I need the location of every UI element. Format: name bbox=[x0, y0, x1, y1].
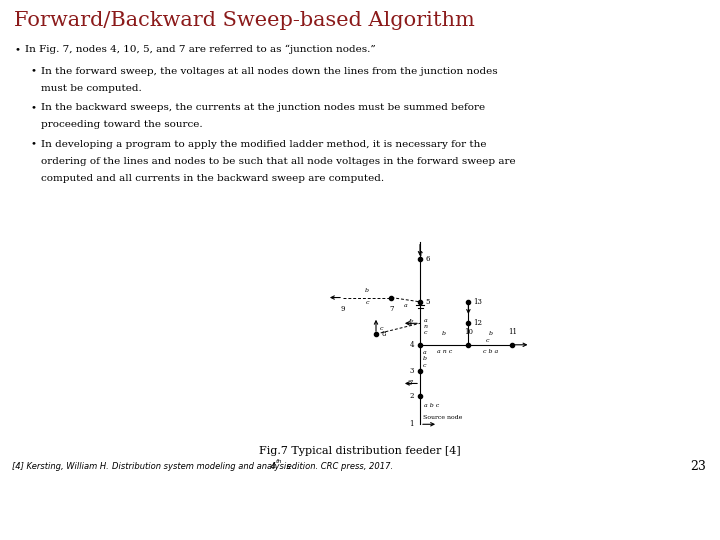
Text: c: c bbox=[423, 363, 426, 368]
Text: edition. CRC press, 2017.: edition. CRC press, 2017. bbox=[284, 462, 393, 471]
Text: v: v bbox=[418, 250, 422, 258]
Text: 7: 7 bbox=[389, 305, 394, 313]
Text: Fig.7 Typical distribution feeder [4]: Fig.7 Typical distribution feeder [4] bbox=[259, 446, 461, 456]
Text: 6: 6 bbox=[425, 255, 430, 263]
Text: •: • bbox=[30, 103, 36, 112]
Text: 3’: 3’ bbox=[408, 380, 414, 388]
Text: 4’: 4’ bbox=[408, 319, 414, 327]
Text: 10: 10 bbox=[464, 328, 473, 336]
Text: a n c: a n c bbox=[436, 349, 452, 354]
Text: 13: 13 bbox=[474, 298, 482, 306]
Text: 1: 1 bbox=[410, 420, 414, 428]
Text: th: th bbox=[276, 458, 282, 464]
Text: b: b bbox=[442, 331, 446, 336]
Text: c: c bbox=[486, 338, 489, 343]
Text: 4: 4 bbox=[410, 341, 414, 349]
Text: ordering of the lines and nodes to be such that all node voltages in the forward: ordering of the lines and nodes to be su… bbox=[41, 157, 516, 166]
Text: In developing a program to apply the modified ladder method, it is necessary for: In developing a program to apply the mod… bbox=[41, 140, 487, 149]
Text: In the forward sweep, the voltages at all nodes down the lines from the junction: In the forward sweep, the voltages at al… bbox=[41, 66, 498, 76]
Text: b: b bbox=[365, 288, 369, 293]
Text: In the backward sweeps, the currents at the junction nodes must be summed before: In the backward sweeps, the currents at … bbox=[41, 103, 485, 112]
Text: c: c bbox=[424, 330, 428, 335]
Text: a: a bbox=[423, 350, 427, 355]
Text: c: c bbox=[380, 326, 384, 331]
Text: n: n bbox=[424, 324, 428, 329]
Text: Iowa State University: Iowa State University bbox=[252, 508, 468, 526]
Text: proceeding toward the source.: proceeding toward the source. bbox=[41, 120, 202, 129]
Text: a: a bbox=[424, 318, 428, 322]
Text: •: • bbox=[30, 66, 36, 76]
Text: c b a: c b a bbox=[483, 349, 498, 354]
Text: 5: 5 bbox=[425, 298, 430, 306]
Text: computed and all currents in the backward sweep are computed.: computed and all currents in the backwar… bbox=[41, 174, 384, 183]
Text: 11: 11 bbox=[508, 328, 517, 336]
Text: b: b bbox=[423, 356, 427, 361]
Text: Distribution system modeling and analysis: Distribution system modeling and analysi… bbox=[112, 462, 291, 471]
Text: a: a bbox=[404, 303, 408, 308]
Text: 8: 8 bbox=[381, 330, 385, 338]
Text: 2: 2 bbox=[410, 393, 414, 400]
Text: b: b bbox=[488, 331, 492, 336]
Text: 9: 9 bbox=[341, 305, 346, 313]
Text: 23: 23 bbox=[690, 460, 706, 472]
Text: 12: 12 bbox=[474, 319, 482, 327]
Text: •: • bbox=[14, 45, 20, 54]
Text: c: c bbox=[366, 300, 369, 305]
Text: Source node: Source node bbox=[423, 415, 462, 420]
Text: In Fig. 7, nodes 4, 10, 5, and 7 are referred to as “junction nodes.”: In Fig. 7, nodes 4, 10, 5, and 7 are ref… bbox=[25, 45, 376, 55]
Text: 3: 3 bbox=[410, 367, 414, 375]
Text: •: • bbox=[30, 140, 36, 149]
Text: must be computed.: must be computed. bbox=[41, 84, 142, 93]
Text: Forward/Backward Sweep-based Algorithm: Forward/Backward Sweep-based Algorithm bbox=[14, 11, 475, 30]
Text: a b c: a b c bbox=[424, 403, 439, 408]
Text: [4] Kersting, William H.: [4] Kersting, William H. bbox=[12, 462, 112, 471]
Text: 4: 4 bbox=[268, 462, 276, 471]
